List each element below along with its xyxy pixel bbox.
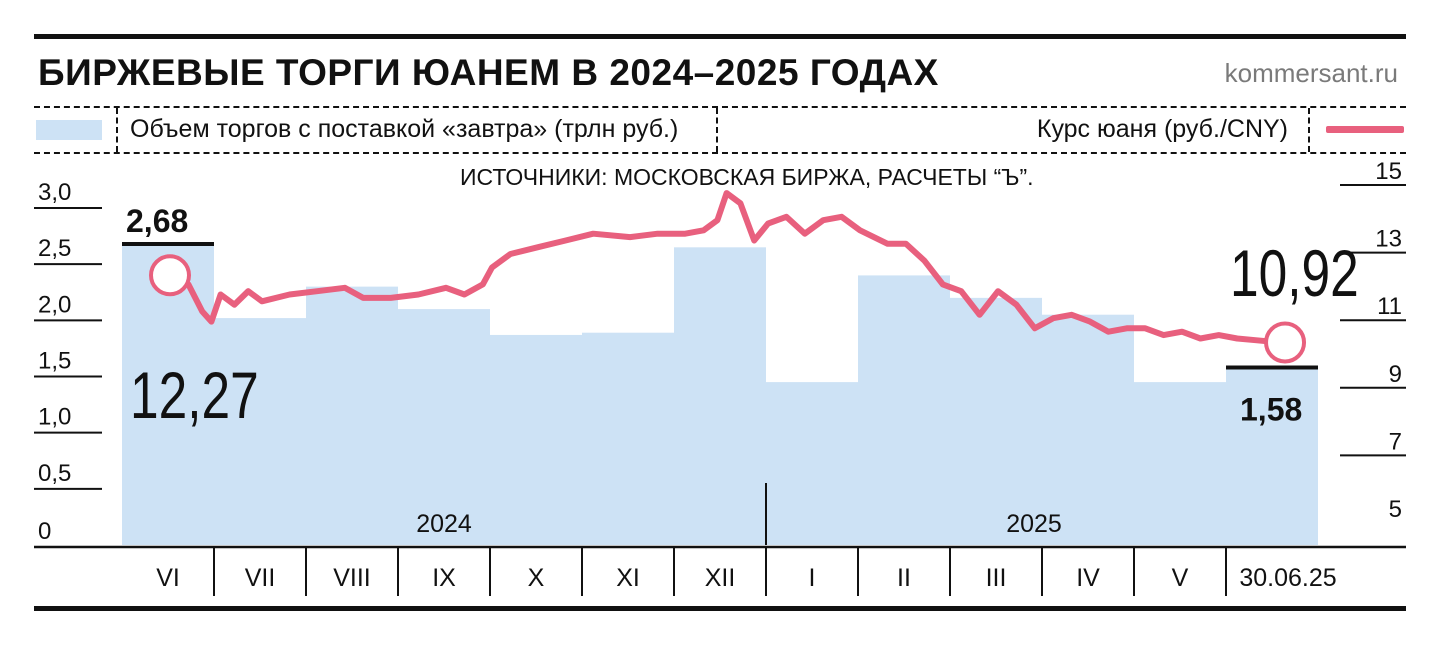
month-label-V: V (1172, 564, 1189, 592)
rate-end-marker (1264, 321, 1307, 364)
bar-VII (214, 318, 306, 545)
legend-line-label: Курс юаня (руб./CNY) (1036, 115, 1288, 143)
bar-I (766, 382, 858, 545)
month-label-VI: VI (156, 564, 180, 592)
bar-V (1134, 382, 1226, 545)
legend-bottom-divider (34, 152, 1406, 154)
month-label-III: III (986, 564, 1007, 592)
right-tick-label: 13 (1375, 226, 1402, 253)
top-rule (34, 34, 1406, 39)
end-rate-value: 10,92 (1230, 236, 1359, 311)
left-tick-label: 2,5 (38, 235, 71, 262)
month-label-VII: VII (245, 564, 276, 592)
year-label-2024: 2024 (416, 510, 472, 538)
right-tick-label: 15 (1375, 158, 1402, 185)
right-tick-label: 7 (1389, 428, 1402, 455)
left-tick-label: 2,0 (38, 291, 71, 318)
left-tick-label: 1,5 (38, 348, 71, 375)
bar-XII (674, 247, 766, 546)
left-tick-label: 1,0 (38, 404, 71, 431)
legend-divider (1308, 108, 1310, 152)
month-label-VIII: VIII (333, 564, 371, 592)
legend-bars-label: Объем торгов с поставкой «завтра» (трлн … (130, 115, 679, 143)
bar-30.06.25 (1226, 367, 1318, 545)
rate-start-marker (149, 254, 191, 297)
month-label-I: I (809, 564, 816, 592)
year-label-2025: 2025 (1006, 510, 1062, 538)
left-tick-label: 0 (38, 518, 51, 545)
month-label-IV: IV (1076, 564, 1100, 592)
start-bar-value: 2,68 (126, 203, 188, 239)
end-bar-value: 1,58 (1240, 392, 1302, 428)
month-label-XI: XI (616, 564, 640, 592)
month-label-IX: IX (432, 564, 456, 592)
bar-II (858, 275, 950, 545)
brand-link[interactable]: kommersant.ru (1224, 58, 1398, 88)
chart-title: БИРЖЕВЫЕ ТОРГИ ЮАНЕМ В 2024–2025 ГОДАХ (38, 52, 939, 93)
rate-line (167, 190, 1288, 346)
legend-top-divider (34, 106, 1406, 108)
bar-III (950, 297, 1042, 545)
month-label-XII: XII (705, 564, 736, 592)
bar-X (490, 334, 582, 545)
bottom-rule (34, 606, 1406, 611)
month-label-30.06.25: 30.06.25 (1239, 564, 1336, 592)
right-tick-label: 11 (1377, 293, 1402, 320)
left-tick-label: 0,5 (38, 460, 71, 487)
start-rate-value: 12,27 (130, 358, 259, 433)
bar-IX (398, 309, 490, 545)
legend-divider (116, 108, 118, 152)
bar-VIII (306, 286, 398, 545)
left-tick-label: 3,0 (38, 179, 71, 206)
month-label-X: X (528, 564, 545, 592)
month-label-II: II (897, 564, 911, 592)
bar-XI (582, 332, 674, 545)
legend-bars-swatch (36, 120, 102, 140)
legend-divider (716, 108, 718, 152)
bar-IV (1042, 314, 1134, 545)
legend-line-swatch (1326, 126, 1404, 133)
right-tick-label: 5 (1389, 496, 1402, 523)
right-tick-label: 9 (1389, 361, 1402, 388)
legend: Объем торгов с поставкой «завтра» (трлн … (34, 106, 1406, 154)
source-note: ИСТОЧНИКИ: МОСКОВСКАЯ БИРЖА, РАСЧЕТЫ “Ъ”… (460, 164, 1034, 190)
